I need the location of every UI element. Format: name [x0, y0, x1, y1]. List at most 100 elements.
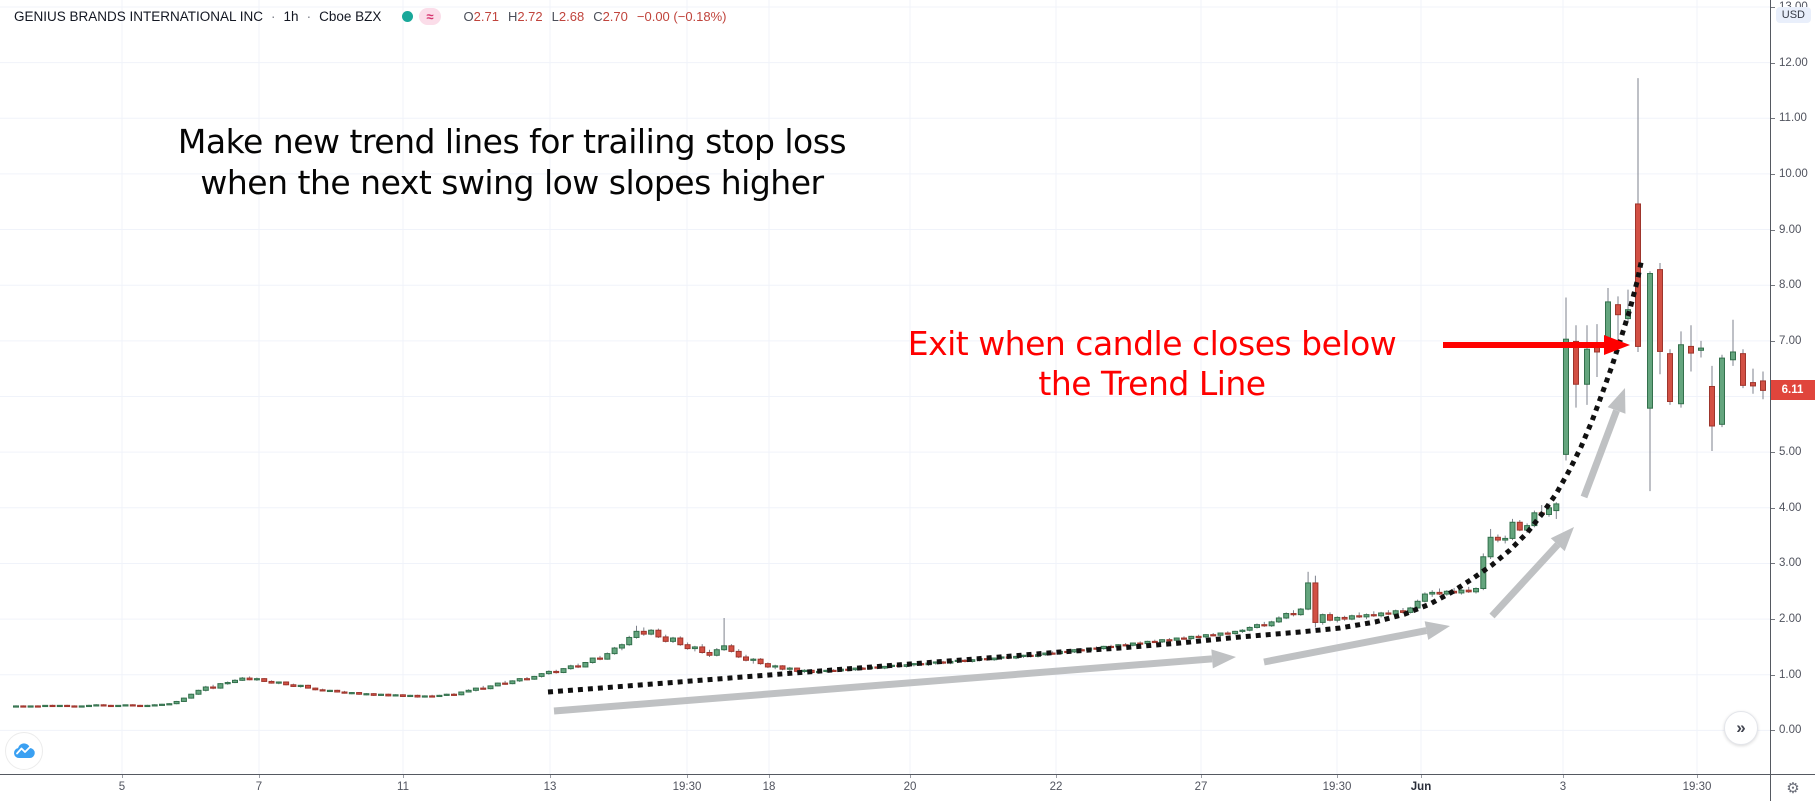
- candle-body: [363, 693, 370, 696]
- gray-trend-arrow-head: [1550, 527, 1574, 552]
- candle-body: [319, 689, 326, 692]
- price-tick-label: 8.00: [1770, 278, 1815, 292]
- candlestick-chart-canvas[interactable]: [0, 0, 1770, 774]
- candle-body: [210, 686, 217, 689]
- candle-body: [122, 704, 129, 707]
- high-label: H: [507, 8, 518, 24]
- candle-body: [188, 693, 195, 699]
- exchange-label[interactable]: Cboe BZX: [319, 8, 382, 24]
- trendline-instruction-note[interactable]: Make new trend lines for trailing stop l…: [62, 121, 962, 203]
- candle-body: [56, 704, 63, 708]
- interval-label[interactable]: 1h: [283, 8, 299, 24]
- candle-body: [480, 687, 487, 690]
- candle-body: [217, 683, 224, 689]
- candle-body: [1268, 621, 1275, 627]
- candle-body: [334, 689, 341, 693]
- axis-settings-gear-icon[interactable]: ⚙: [1786, 780, 1800, 797]
- candle-body: [378, 693, 384, 696]
- candle-body: [487, 685, 494, 690]
- candle-body: [348, 692, 355, 695]
- candle-body: [246, 677, 253, 681]
- candle-body: [1173, 637, 1180, 641]
- candle-body: [706, 651, 713, 656]
- price-tick-label: 4.00: [1770, 501, 1815, 515]
- candle-body: [1502, 537, 1509, 541]
- tradingview-logo-button[interactable]: [5, 732, 43, 770]
- candle-body: [42, 704, 49, 708]
- candle-body: [195, 689, 202, 695]
- candle-body: [1202, 634, 1209, 638]
- candle-body: [429, 695, 436, 698]
- candle-body: [1657, 269, 1663, 352]
- candle-body: [173, 700, 180, 705]
- candle-body: [1290, 613, 1297, 616]
- time-tick-label: 19:30: [1682, 781, 1712, 793]
- candle-body: [1217, 632, 1224, 636]
- candle-body: [1195, 635, 1202, 639]
- candle-body: [910, 663, 917, 666]
- candle-body: [1275, 617, 1282, 623]
- candle-body: [516, 678, 523, 682]
- candle-body: [582, 662, 589, 668]
- candle-body: [399, 694, 406, 697]
- candle-body: [93, 704, 100, 707]
- candle-body: [1487, 536, 1494, 558]
- candle-body: [1305, 582, 1312, 610]
- delayed-data-wave-icon: ≈: [419, 7, 441, 25]
- open-label: O: [463, 8, 474, 24]
- candle-body: [604, 653, 611, 660]
- candle-body: [1584, 348, 1590, 385]
- candle-body: [1436, 591, 1443, 595]
- time-tick-label: 5: [118, 781, 126, 793]
- candle-body: [545, 670, 552, 675]
- candle-body: [232, 679, 238, 684]
- price-axis[interactable]: USD 6.11 0.001.002.003.004.005.006.007.0…: [1770, 0, 1815, 774]
- candle-body: [159, 703, 165, 706]
- candle-body: [180, 697, 187, 702]
- legend-separator: ·: [271, 8, 276, 24]
- chart-legend: GENIUS BRANDS INTERNATIONAL INC · 1h · C…: [14, 5, 727, 27]
- candle-body: [1414, 600, 1421, 609]
- candle-body: [1730, 351, 1736, 361]
- change-value: −0.00 (−0.18%): [636, 8, 727, 24]
- time-tick-label: 19:30: [1322, 781, 1352, 793]
- candle-body: [1356, 615, 1363, 618]
- candle-body: [1421, 593, 1428, 602]
- close-value: 2.70: [602, 8, 628, 24]
- candle-body: [611, 647, 618, 655]
- candle-body: [1100, 645, 1107, 650]
- price-tick-label: 0.00: [1770, 723, 1815, 737]
- candle-body: [166, 703, 173, 706]
- candle-body: [560, 668, 567, 674]
- candle-body: [1129, 642, 1136, 646]
- candle-body: [27, 705, 34, 708]
- candle-body: [662, 636, 669, 642]
- gray-trend-arrow-head: [1424, 621, 1450, 640]
- candle-body: [1480, 556, 1487, 589]
- data-source-badge[interactable]: ≈: [402, 7, 441, 25]
- candle-body: [1166, 639, 1173, 642]
- cloud-chart-logo-icon: [13, 743, 35, 759]
- candle-body: [151, 704, 158, 707]
- candle-body: [1188, 635, 1195, 640]
- candle-body: [640, 630, 647, 635]
- market-status-dot-icon: [402, 10, 414, 22]
- time-axis[interactable]: 5 7 11 13 19:30 18 20 22 27 19:30 Jun 3 19:30: [0, 774, 1770, 801]
- currency-badge[interactable]: USD: [1775, 7, 1811, 23]
- candle-body: [107, 704, 114, 708]
- candle-body: [677, 637, 684, 646]
- candle-body: [414, 694, 421, 698]
- candle-body: [1159, 639, 1166, 643]
- candle-body: [1283, 613, 1290, 619]
- exit-rule-note[interactable]: Exit when candle closes below the Trend …: [822, 324, 1482, 404]
- candle-body: [458, 691, 465, 696]
- candle-body: [1239, 629, 1246, 632]
- candle-body: [392, 694, 399, 697]
- candle-body: [991, 657, 998, 661]
- candle-body: [268, 680, 275, 684]
- candle-body: [1246, 626, 1253, 631]
- time-tick-label: 18: [762, 781, 776, 793]
- symbol-title[interactable]: GENIUS BRANDS INTERNATIONAL INC: [14, 8, 264, 24]
- scroll-to-latest-button[interactable]: »: [1724, 711, 1758, 745]
